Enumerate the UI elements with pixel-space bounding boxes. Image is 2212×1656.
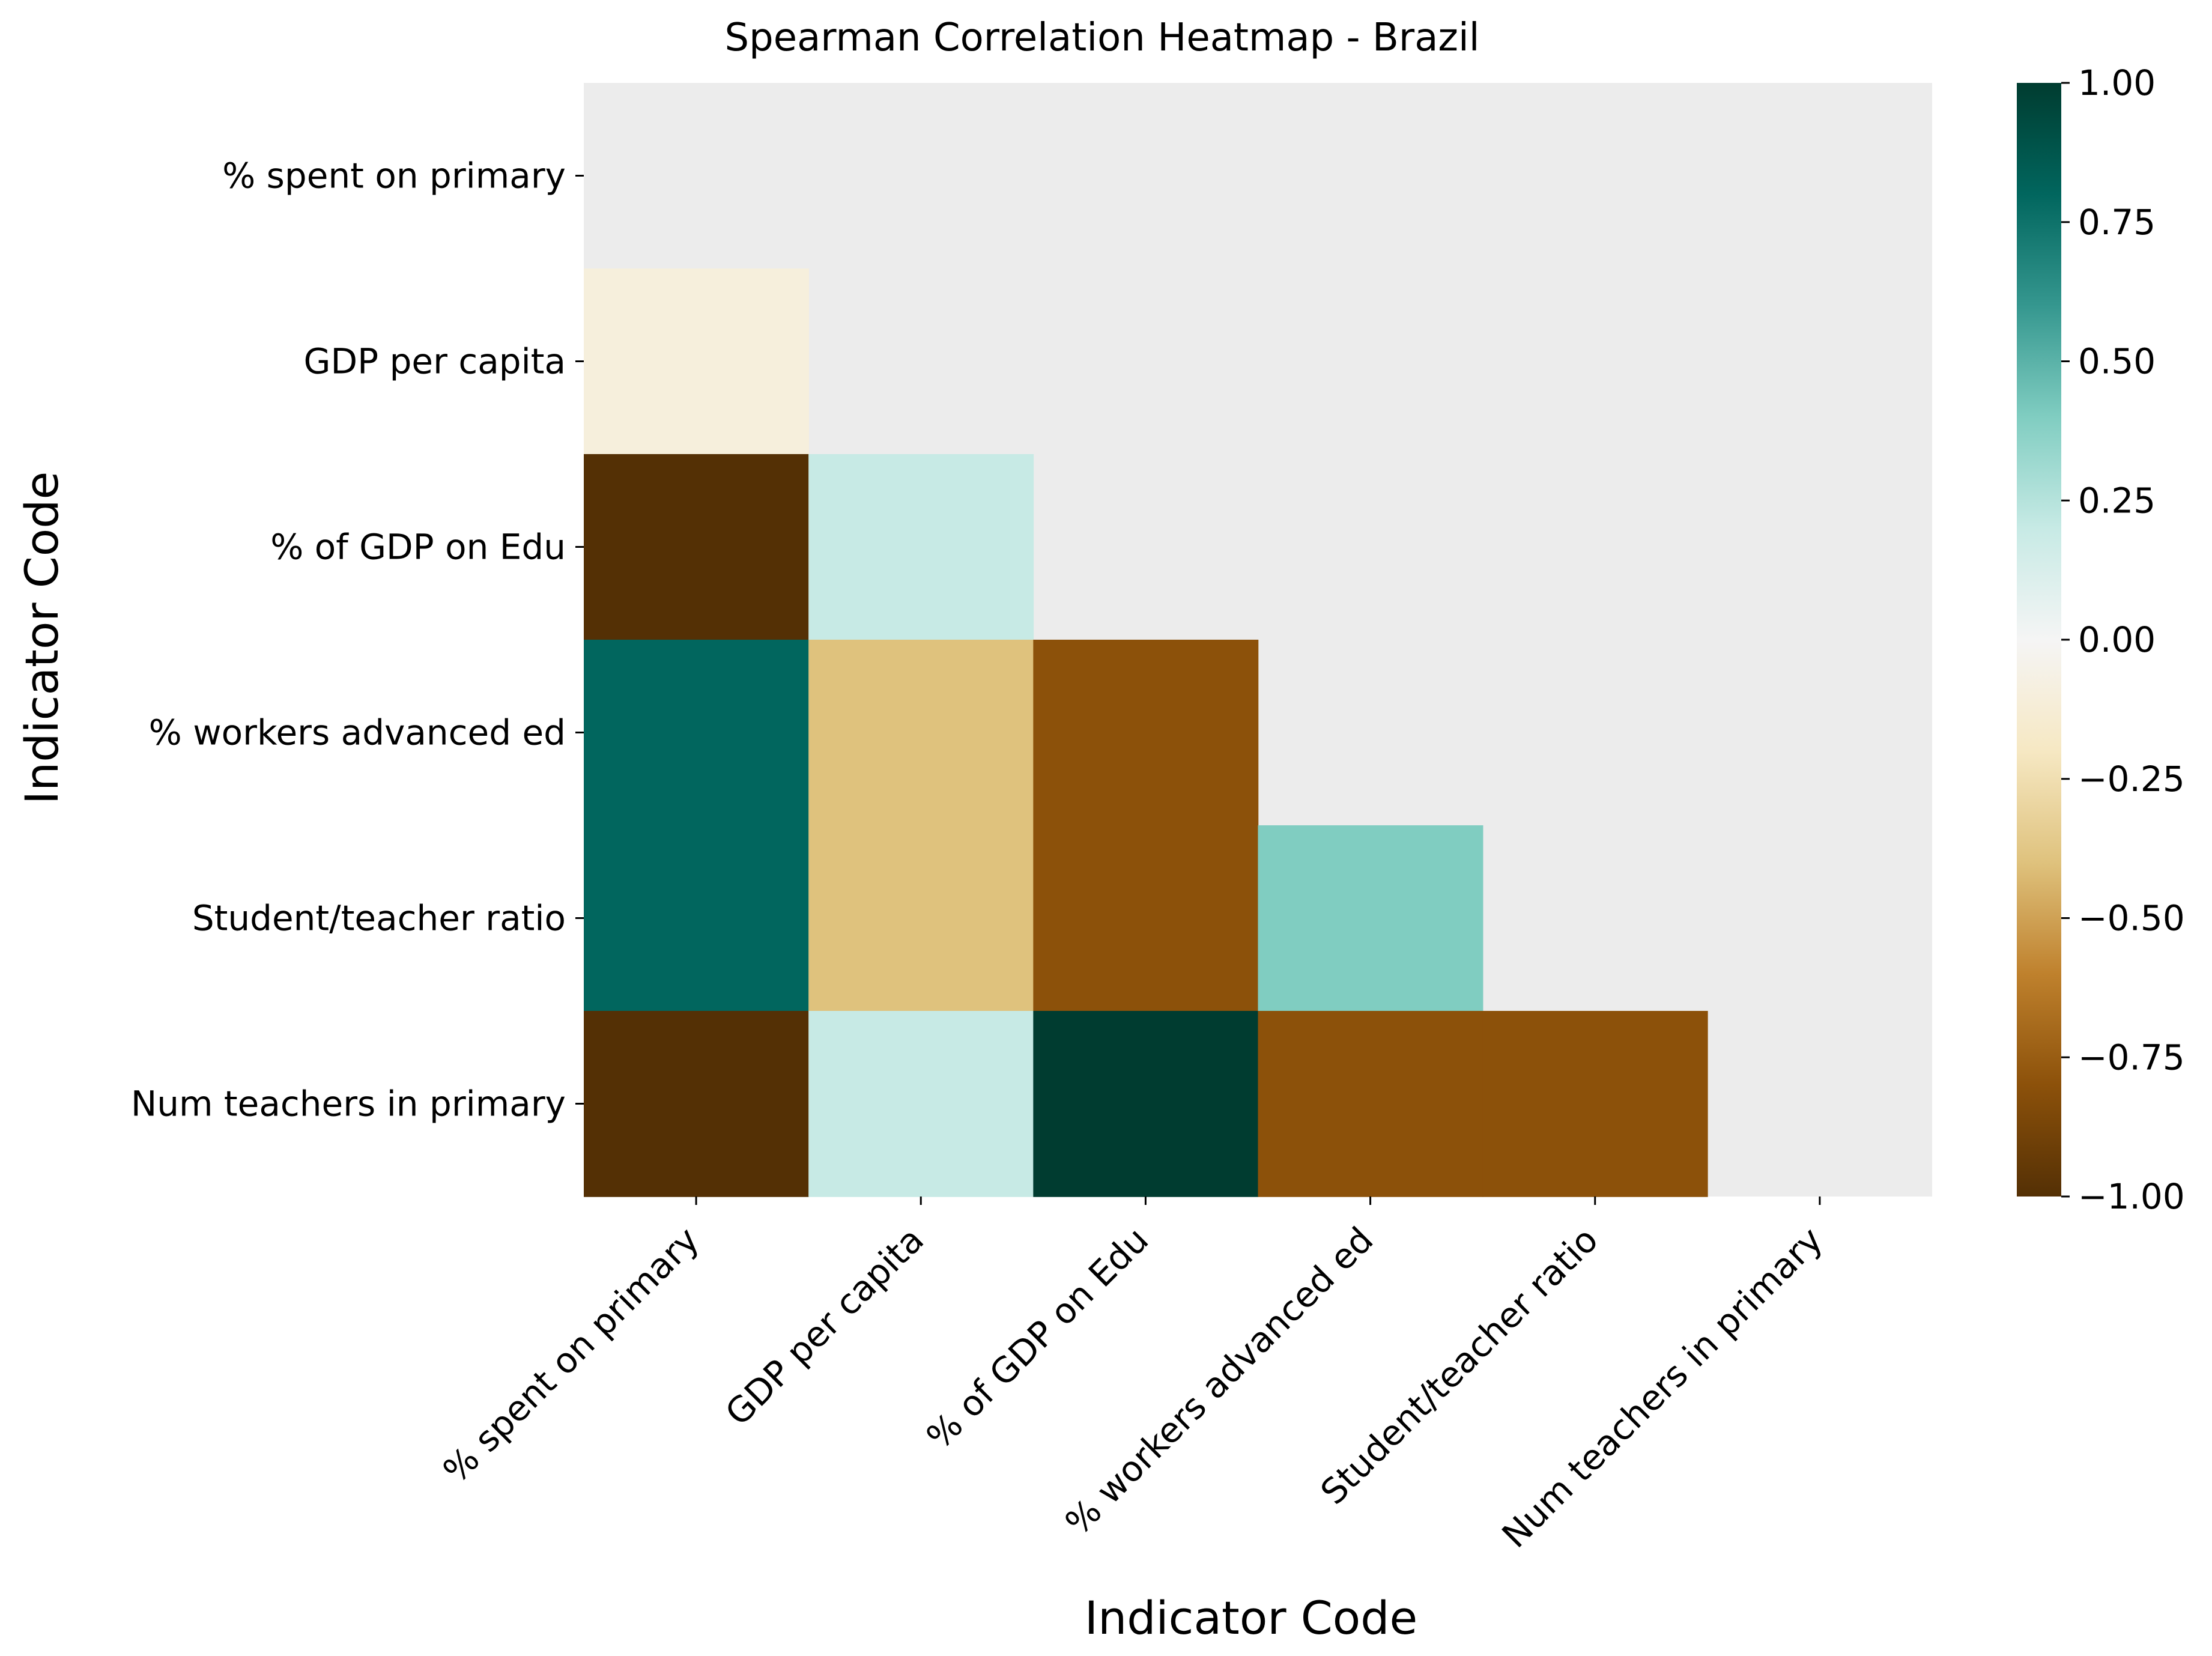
colorbar-tick-label: 0.25 (2078, 480, 2156, 521)
x-tick-label: % of GDP on Edu (918, 1219, 1156, 1457)
y-tick-label: GDP per capita (304, 341, 566, 382)
heatmap-cell (808, 454, 1034, 640)
y-tick-label: % spent on primary (222, 156, 566, 196)
colorbar (2017, 83, 2061, 1197)
colorbar-tick-label: −0.25 (2078, 759, 2185, 799)
heatmap-cell (584, 454, 809, 640)
heatmap-cell (808, 1011, 1034, 1197)
heatmap-cell (584, 268, 809, 455)
heatmap-cells (584, 268, 1708, 1197)
heatmap-cell (584, 825, 809, 1011)
heatmap-cell (584, 1011, 809, 1197)
heatmap-cell (1033, 1011, 1259, 1197)
heatmap-cell (1258, 825, 1483, 1011)
y-tick-label: Student/teacher ratio (192, 898, 566, 939)
heatmap-cell (808, 640, 1034, 826)
colorbar-tick-label: 0.00 (2078, 619, 2156, 660)
x-axis-label: Indicator Code (1085, 1591, 1418, 1645)
heatmap-cell (1258, 1011, 1483, 1197)
y-axis-label: Indicator Code (15, 472, 68, 805)
heatmap-cell (808, 825, 1034, 1011)
y-tick-labels: % spent on primary GDP per capita % of GDP… (131, 156, 584, 1124)
y-tick-label: Num teachers in primary (131, 1084, 566, 1124)
x-tick-labels: % spent on primary GDP per capita% of GDP… (435, 1197, 1831, 1556)
heatmap-cell (1033, 825, 1259, 1011)
heatmap-cell (584, 640, 809, 826)
y-tick-label: % of GDP on Edu (270, 527, 566, 568)
colorbar-tick-label: −0.50 (2078, 898, 2185, 939)
chart-title: Spearman Correlation Heatmap - Brazil (724, 16, 1479, 60)
colorbar-tick-label: −1.00 (2078, 1176, 2185, 1217)
colorbar-tick-label: 0.75 (2078, 202, 2156, 243)
colorbar-ticks: 1.00 0.75 0.50 0.25 0.00 −0.25 −0.50 −0.75 −1.00 (2061, 62, 2185, 1217)
colorbar-tick-label: −0.75 (2078, 1037, 2185, 1078)
x-tick-label: GDP per capita (717, 1219, 932, 1434)
colorbar-tick-label: 1.00 (2078, 62, 2156, 103)
heatmap-cell (1482, 1011, 1708, 1197)
heatmap-cell (1033, 640, 1259, 826)
x-tick-label: % spent on primary (435, 1219, 707, 1491)
colorbar-tick-label: 0.50 (2078, 341, 2156, 382)
y-tick-label: % workers advanced ed (149, 712, 566, 753)
